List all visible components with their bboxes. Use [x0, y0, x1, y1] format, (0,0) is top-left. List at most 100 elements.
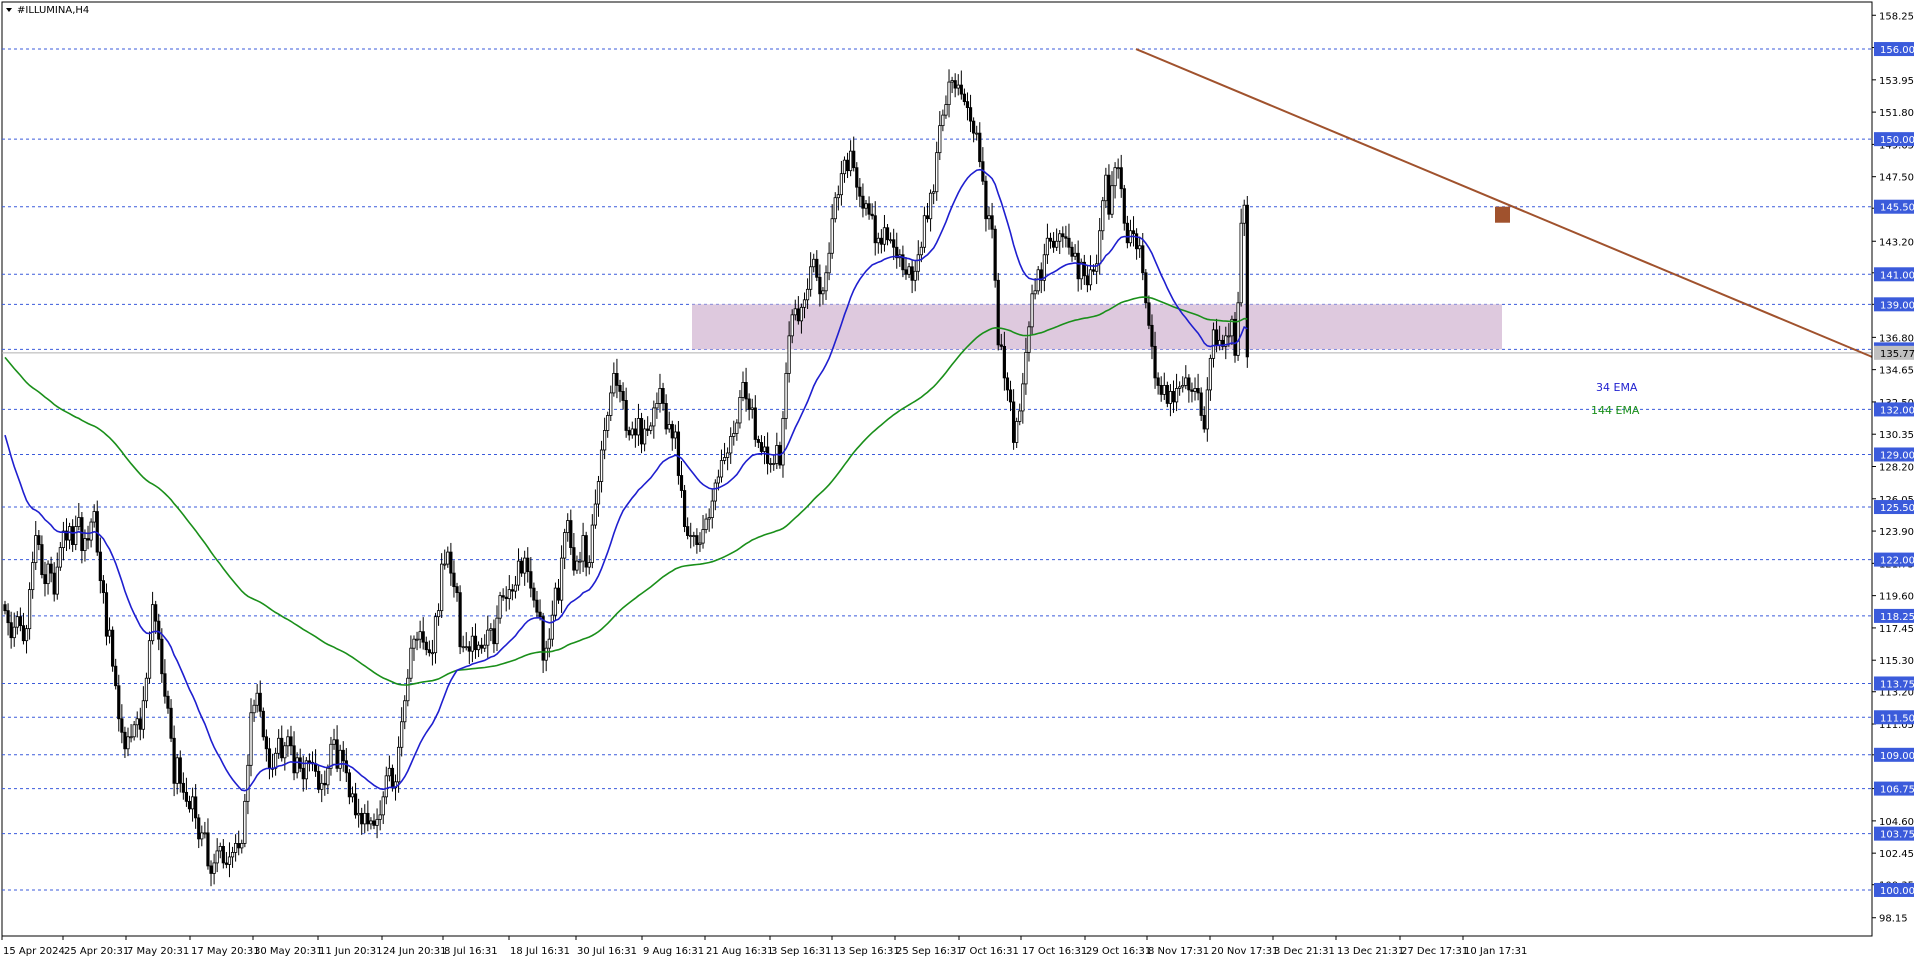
candle-body	[338, 749, 342, 769]
candle-body	[873, 215, 877, 244]
candle-body	[987, 215, 991, 220]
candle-body	[1233, 318, 1237, 356]
candle-body	[1015, 421, 1019, 443]
candle-body	[190, 796, 195, 810]
candle-body	[255, 692, 259, 706]
candle-body	[375, 818, 379, 826]
candle-body	[1055, 240, 1059, 248]
candle-body	[978, 132, 982, 163]
x-tick-label: 10 Jan 17:31	[1464, 946, 1527, 957]
candle-body	[716, 476, 721, 484]
candle-body	[160, 638, 164, 675]
candle-body	[990, 215, 994, 230]
candle-body	[74, 526, 78, 545]
resistance-zone	[692, 304, 1502, 350]
candle-body	[827, 252, 831, 274]
candle-body	[722, 457, 727, 461]
candle-body	[98, 551, 102, 582]
candle-body	[498, 595, 502, 619]
trendline-handle[interactable]	[1495, 206, 1510, 223]
candle-body	[249, 712, 253, 766]
candle-body	[501, 595, 505, 598]
candle-body	[698, 542, 702, 545]
candle-body	[1098, 230, 1102, 265]
candle-body	[590, 524, 594, 564]
candle-body	[882, 227, 887, 245]
x-tick-label: 24 Jun 20:31	[383, 946, 447, 957]
candle-body	[781, 418, 785, 466]
candle-body	[643, 428, 647, 445]
candle-body	[959, 84, 963, 95]
candle-body	[480, 644, 484, 649]
level-price-label: 125.50	[1880, 503, 1915, 514]
x-tick-label: 13 Sep 16:31	[833, 946, 900, 957]
y-tick-label: 134.65	[1879, 366, 1914, 377]
candle-body	[965, 101, 970, 109]
candle-body	[1024, 351, 1028, 385]
candle-body	[31, 562, 35, 591]
candle-body	[234, 843, 238, 853]
candle-body	[55, 566, 59, 595]
chart-menu-triangle-icon[interactable]	[6, 8, 12, 12]
candle-body	[701, 529, 705, 544]
candle-body	[864, 203, 868, 209]
candle-body	[904, 269, 908, 275]
x-tick-label: 25 Apr 20:31	[64, 946, 129, 957]
candle-body	[49, 563, 53, 574]
candle-body	[772, 463, 776, 465]
candle-body	[433, 616, 438, 654]
candle-body	[187, 800, 192, 810]
candle-body	[646, 428, 650, 431]
level-price-tag	[1874, 42, 1914, 57]
resistance-trendline[interactable]	[1135, 48, 1873, 358]
candle-body	[606, 415, 610, 431]
candle-body	[1045, 237, 1050, 256]
candle-body	[956, 84, 960, 89]
candle-body	[157, 620, 161, 640]
candle-body	[1002, 345, 1006, 379]
candle-body	[1036, 269, 1040, 292]
candle-body	[624, 400, 628, 431]
candle-body	[849, 150, 853, 172]
candle-body	[1205, 389, 1209, 430]
candle-body	[532, 587, 536, 601]
candle-body	[436, 610, 441, 618]
candle-body	[572, 547, 576, 571]
candle-body	[541, 616, 545, 661]
candle-body	[403, 700, 407, 723]
candle-body	[141, 700, 145, 730]
candle-body	[252, 704, 256, 714]
candle-body	[575, 560, 579, 571]
candle-body	[200, 832, 204, 840]
candle-body	[67, 526, 72, 541]
candle-body	[596, 481, 601, 505]
candle-body	[1135, 233, 1139, 250]
candle-body	[1230, 318, 1234, 337]
candle-body	[655, 403, 659, 409]
candle-body	[150, 604, 155, 642]
candle-body	[206, 832, 210, 867]
ema-144-label: 144 EMA	[1591, 404, 1640, 417]
candle-body	[184, 791, 189, 802]
level-price-label: 103.75	[1880, 830, 1915, 841]
candle-body	[384, 775, 388, 798]
current-price-label: 135.77	[1880, 349, 1915, 360]
candle-body	[1211, 329, 1216, 359]
candle-body	[599, 449, 604, 482]
candle-body	[566, 520, 570, 533]
candle-body	[553, 587, 558, 616]
candle-body	[578, 560, 582, 563]
candle-body	[458, 592, 462, 648]
y-tick-label: 104.60	[1879, 817, 1914, 828]
candle-body	[1039, 269, 1043, 281]
candle-body	[1190, 389, 1194, 392]
candle-body	[163, 673, 167, 697]
candle-body	[686, 526, 690, 536]
x-tick-label: 30 May 20:31	[254, 946, 323, 957]
candle-body	[922, 215, 927, 248]
candle-body	[609, 392, 613, 416]
candle-body	[292, 745, 296, 774]
x-tick-label: 17 May 20:31	[191, 946, 260, 957]
candle-body	[984, 180, 988, 220]
candle-body	[424, 641, 428, 651]
